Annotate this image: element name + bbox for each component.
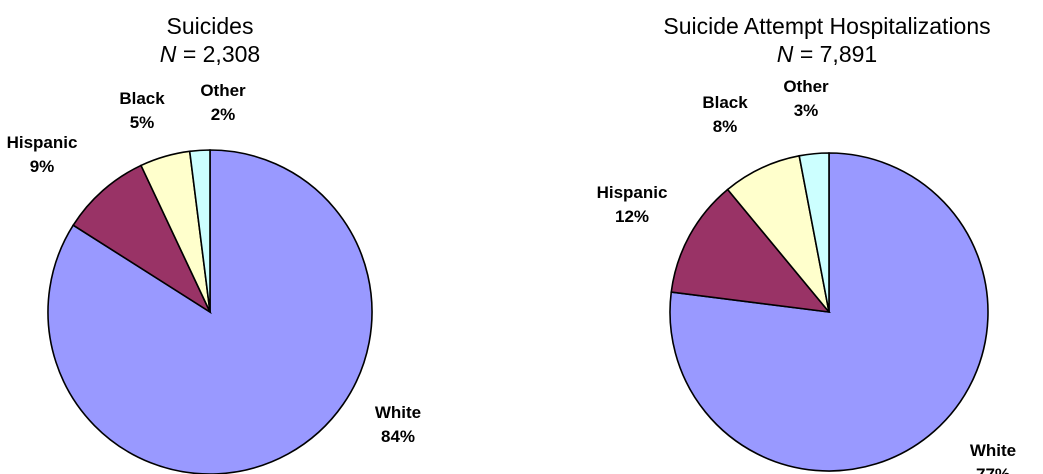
slice-label-white: White 84%: [375, 403, 421, 446]
slice-percent: 8%: [713, 117, 738, 136]
slice-category: Black: [119, 89, 165, 108]
pie-chart-suicides: Suicides N = 2,308 White 84% Hispanic 9% Bla…: [7, 13, 422, 474]
n-symbol: N: [777, 41, 794, 67]
pie-slices: [47, 149, 373, 474]
slice-percent: 2%: [211, 105, 236, 124]
slice-percent: 9%: [30, 157, 55, 176]
pie-slice-other: [188, 149, 211, 313]
pie-slice-hispanic: [72, 164, 212, 315]
slice-percent: 77%: [976, 465, 1010, 474]
slice-percent: 84%: [381, 427, 415, 446]
slice-category: Other: [200, 81, 246, 100]
slice-label-white: White 77%: [970, 441, 1016, 474]
slice-label-other: Other 2%: [200, 81, 246, 124]
slice-category: Black: [702, 93, 748, 112]
pie-labels: White 77% Hispanic 12% Black 8% Other 3%: [597, 77, 1017, 474]
slice-label-black: Black 8%: [702, 93, 748, 136]
pie-slice-white: [669, 152, 989, 472]
pie-chart-suicide-attempt-hospitalizations: Suicide Attempt Hospitalizations N = 7,8…: [597, 13, 1017, 474]
n-value: = 7,891: [800, 41, 877, 67]
slice-percent: 3%: [794, 101, 819, 120]
chart-title: Suicide Attempt Hospitalizations: [663, 13, 990, 39]
slice-label-other: Other 3%: [783, 77, 829, 120]
pie-labels: White 84% Hispanic 9% Black 5% Other 2%: [7, 81, 422, 446]
slice-percent: 12%: [615, 207, 649, 226]
slice-category: White: [375, 403, 421, 422]
chart-subtitle: N = 2,308: [160, 41, 260, 67]
n-symbol: N: [160, 41, 177, 67]
chart-subtitle: N = 7,891: [777, 41, 877, 67]
slice-category: Hispanic: [7, 133, 78, 152]
slice-percent: 5%: [130, 113, 155, 132]
slice-label-black: Black 5%: [119, 89, 165, 132]
pie-slices: [669, 152, 989, 472]
slice-category: Hispanic: [597, 183, 668, 202]
pie-slice-hispanic: [670, 188, 831, 314]
slice-category: White: [970, 441, 1016, 460]
chart-title: Suicides: [167, 13, 254, 39]
slice-category: Other: [783, 77, 829, 96]
pie-slice-other: [798, 152, 830, 313]
slice-label-hispanic: Hispanic 9%: [7, 133, 78, 176]
slice-label-hispanic: Hispanic 12%: [597, 183, 668, 226]
n-value: = 2,308: [183, 41, 260, 67]
